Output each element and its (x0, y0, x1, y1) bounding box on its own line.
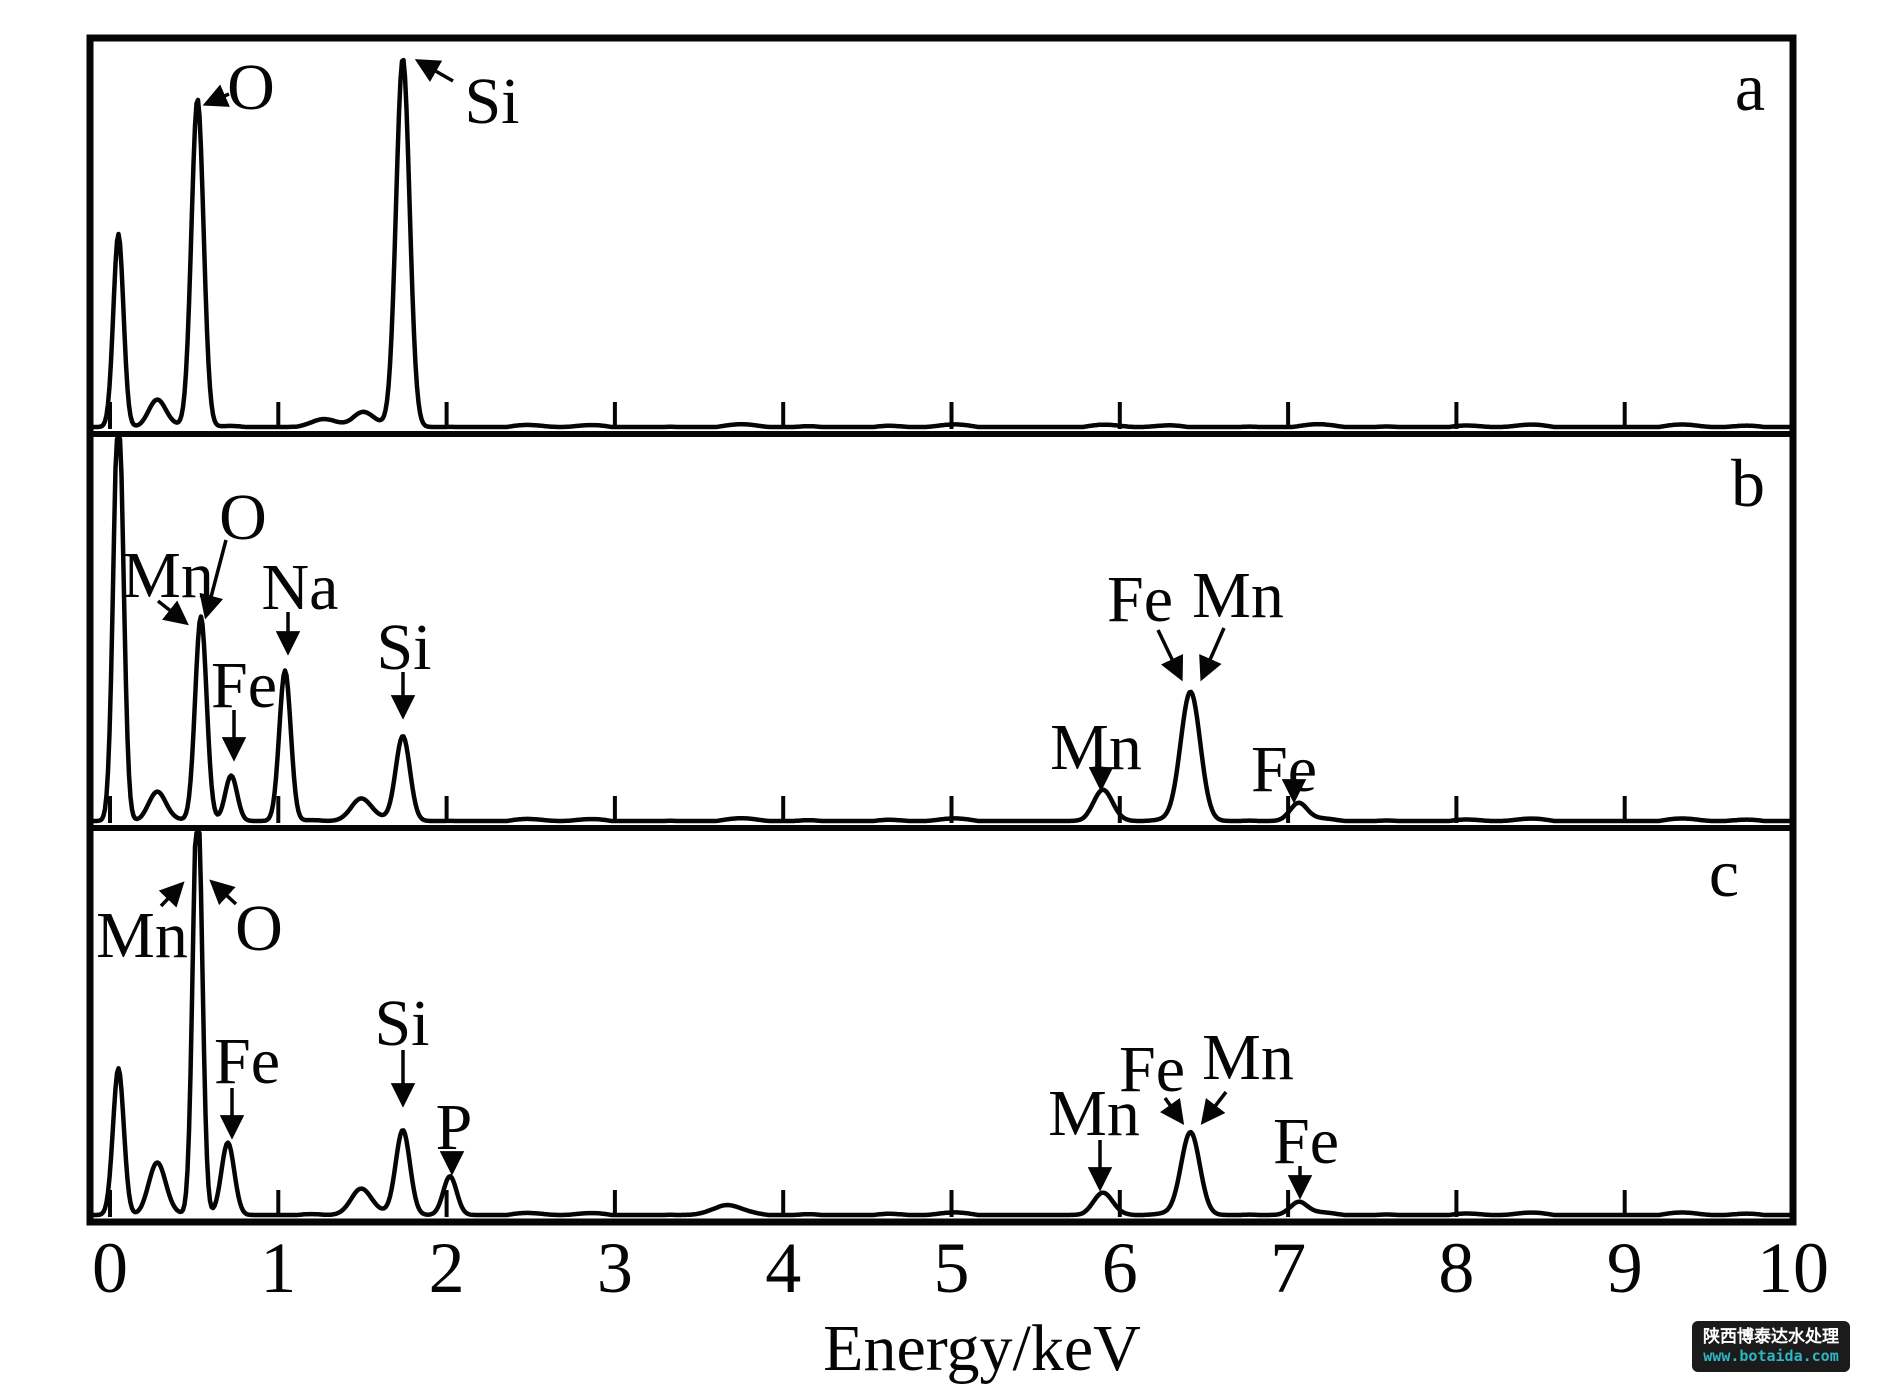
peak-label-mn: Mn (1050, 711, 1142, 784)
watermark: 陕西博泰达水处理 www.botaida.com (1692, 1321, 1850, 1372)
peak-arrow-fe (1159, 1096, 1185, 1125)
x-tick-label-1: 1 (260, 1228, 296, 1308)
spectrum-curve-a (92, 57, 1791, 430)
panel-letter-b: b (1731, 445, 1765, 521)
peak-label-si: Si (464, 65, 519, 138)
peak-arrow-si (414, 59, 454, 83)
spectra-group (92, 57, 1791, 1218)
peak-label-si: Si (374, 987, 429, 1060)
peak-label-o: O (227, 51, 275, 124)
spectrum-curve-c (92, 830, 1791, 1218)
peak-label-mn: Mn (1192, 559, 1284, 632)
peak-arrow-o (209, 879, 238, 906)
peak-label-mn: Mn (1202, 1021, 1294, 1094)
peak-arrow-o (199, 539, 228, 620)
peak-arrow-mn (158, 881, 185, 908)
panel-letter-c: c (1709, 835, 1739, 911)
peak-label-mn: Mn (122, 539, 214, 612)
x-tick-label-2: 2 (429, 1228, 465, 1308)
peak-label-o: O (219, 481, 267, 554)
spectrum-curve-b (92, 436, 1791, 824)
peak-label-mn: Mn (1048, 1077, 1140, 1150)
x-tick-label-7: 7 (1270, 1228, 1306, 1308)
x-tick-label-4: 4 (765, 1228, 801, 1308)
x-tick-label-9: 9 (1607, 1228, 1643, 1308)
peak-label-fe: Fe (1251, 733, 1317, 806)
x-tick-label-8: 8 (1438, 1228, 1474, 1308)
peak-arrow-fe (1156, 629, 1184, 682)
peak-arrow-mn (1199, 627, 1226, 682)
peak-label-fe: Fe (1107, 563, 1173, 636)
panel-letter-a: a (1735, 49, 1765, 125)
x-tick-label-6: 6 (1102, 1228, 1138, 1308)
peak-arrow-mn (1200, 1090, 1228, 1125)
peak-label-fe: Fe (214, 1025, 280, 1098)
x-tick-label-0: 0 (92, 1228, 128, 1308)
peak-label-fe: Fe (1119, 1033, 1185, 1106)
x-axis-title: Energy/keV (823, 1312, 1141, 1385)
watermark-text: 陕西博泰达水处理 (1703, 1327, 1839, 1346)
x-tick-label-3: 3 (597, 1228, 633, 1308)
peak-label-fe: Fe (1273, 1105, 1339, 1178)
peak-label-fe: Fe (211, 649, 277, 722)
peak-label-si: Si (376, 611, 431, 684)
peak-label-p: P (436, 1091, 473, 1164)
peak-label-o: O (235, 892, 283, 965)
peak-arrow-mn (156, 599, 189, 626)
plot-frame (86, 34, 1797, 1226)
watermark-url: www.botaida.com (1703, 1347, 1839, 1366)
peak-label-mn: Mn (96, 899, 188, 972)
peak-arrow-o (202, 84, 230, 107)
peak-label-na: Na (262, 551, 339, 624)
plot-frame-group (86, 34, 1797, 1226)
x-tick-label-5: 5 (934, 1228, 970, 1308)
x-tick-label-10: 10 (1757, 1228, 1829, 1308)
